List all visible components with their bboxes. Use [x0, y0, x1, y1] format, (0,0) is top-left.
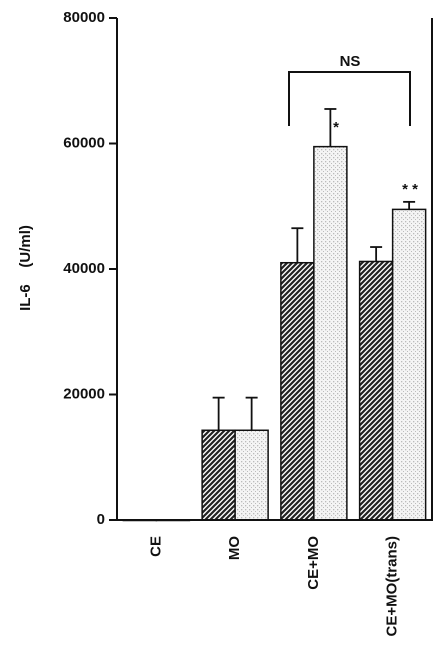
x-tick-label: CE+MO(trans): [384, 536, 401, 636]
annotation: * *: [402, 181, 418, 198]
y-tick-label: 60000: [63, 134, 105, 151]
y-tick-label: 40000: [63, 260, 105, 277]
x-tick-label: CE: [147, 536, 164, 557]
bar: [234, 429, 269, 521]
bar: [358, 260, 394, 521]
y-tick-label: 0: [97, 511, 105, 528]
y-tick-label: 20000: [63, 385, 105, 402]
bar: [313, 145, 348, 521]
x-tick-label: MO: [226, 536, 243, 560]
y-axis-label: IL-6 (U/ml): [17, 225, 34, 311]
annotation: NS: [340, 53, 361, 70]
significance-bracket: [288, 71, 411, 126]
x-tick-label: CE+MO: [305, 536, 322, 590]
axis-line: [116, 18, 433, 521]
bar: [391, 208, 427, 521]
bar: [280, 261, 315, 521]
annotation: *: [333, 119, 339, 136]
bar: [201, 429, 236, 521]
y-tick-label: 80000: [63, 9, 105, 26]
